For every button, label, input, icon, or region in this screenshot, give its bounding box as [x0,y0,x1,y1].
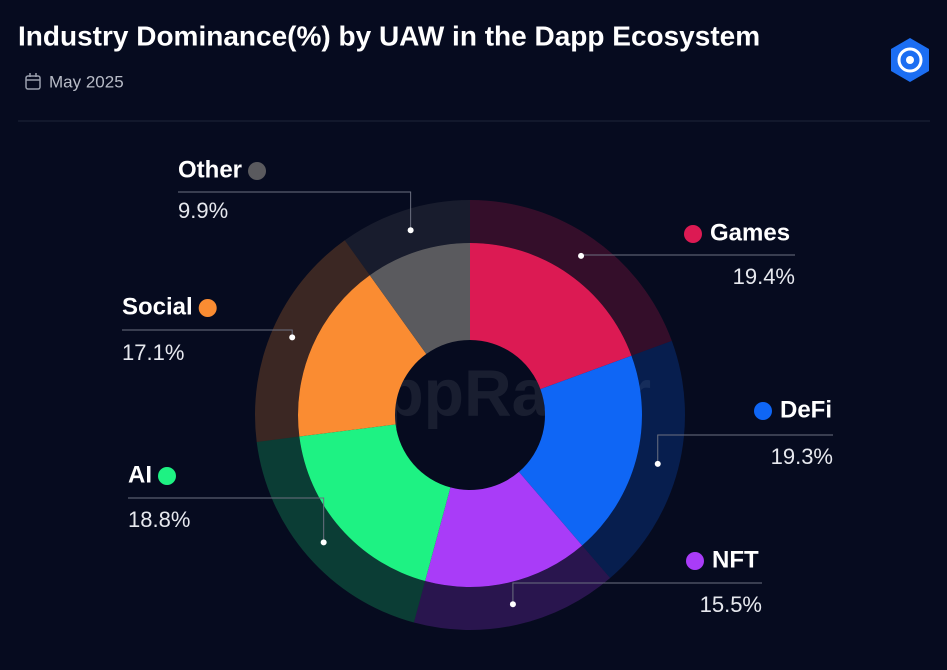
outer-ring-segment [413,545,611,631]
value-label: 17.1% [122,340,184,365]
leader-dot [509,601,516,608]
leader-dot [654,460,661,467]
chart-subtitle: May 2025 [49,72,124,91]
logo [891,38,929,82]
leader-line [657,434,833,464]
value-label: 18.8% [128,507,190,532]
legend-swatch [754,402,772,420]
outer-ring-segment [256,436,426,623]
outer-ring-segment [582,340,685,579]
category-label: NFT [712,546,759,573]
leader-dot [578,252,585,259]
legend-swatch [198,299,217,317]
calendar-icon [25,73,41,90]
donut-slice [425,471,583,587]
outer-ring-segment [254,240,370,442]
legend-swatch [686,552,704,570]
value-label: 19.3% [771,444,833,469]
outer-ring-segment [470,200,672,356]
donut-slice [298,275,427,437]
donut-slice [299,424,451,582]
outer-ring-segment [344,200,470,276]
value-label: 9.9% [178,198,228,223]
leader-dot [407,227,414,234]
value-label: 19.4% [733,264,795,289]
category-label: Other [178,156,242,183]
leader-dot [289,334,296,341]
legend-swatch [158,467,176,485]
category-label: Games [710,219,790,246]
chart-title: Industry Dominance(%) by UAW in the Dapp… [18,20,760,51]
donut-slice [369,243,470,355]
category-label: DeFi [780,396,832,423]
leader-dot [320,539,327,546]
category-label: Social [122,293,193,320]
leader-line [512,582,762,605]
leader-line [178,191,412,231]
category-label: AI [128,461,152,488]
donut-slice [518,355,642,546]
value-label: 15.5% [700,592,762,617]
legend-swatch [248,162,267,180]
leader-line [128,497,325,543]
donut-slice [470,243,632,390]
legend-swatch [684,225,702,243]
